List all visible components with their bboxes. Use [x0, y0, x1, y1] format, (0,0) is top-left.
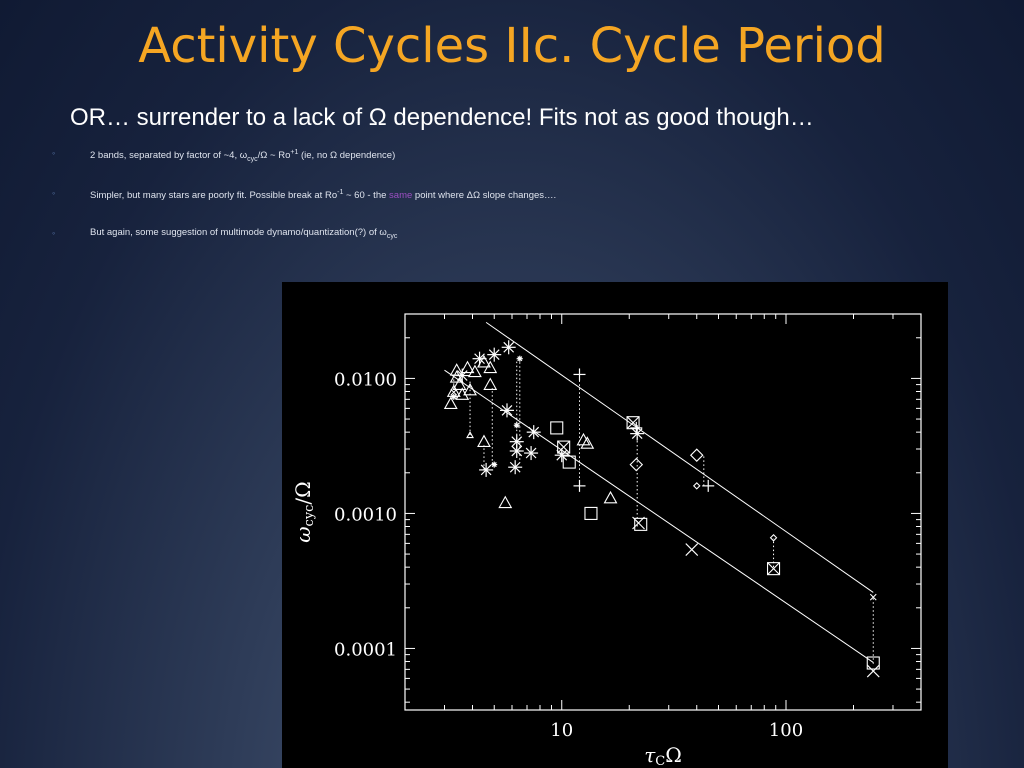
star-marker: [501, 340, 516, 355]
small-star-marker: [491, 461, 498, 468]
triangle-marker: [483, 377, 498, 390]
square-marker: [626, 416, 640, 430]
fit-line: [485, 321, 874, 593]
small-x-marker: [450, 388, 458, 396]
x-marker: [685, 543, 699, 556]
star-marker: [509, 434, 524, 449]
x-tick-label: 10: [550, 720, 573, 741]
plus-marker: [702, 479, 715, 492]
square-marker: [550, 421, 564, 435]
star-marker: [487, 347, 502, 362]
bullet-marker: ◦: [52, 188, 56, 198]
y-tick-label: 0.0001: [334, 639, 397, 660]
triangle-marker: [576, 432, 591, 446]
star-marker: [526, 425, 541, 440]
x-marker: [557, 440, 571, 454]
star-marker: [455, 368, 470, 383]
star-marker: [509, 444, 524, 459]
bullet-marker: ◦: [52, 228, 56, 238]
square-marker: [634, 517, 648, 531]
star-marker: [524, 446, 539, 461]
x-axis-label: τCΩ: [644, 743, 682, 768]
y-axis-label: ωcyc/Ω: [291, 481, 317, 543]
triangle-marker: [443, 396, 458, 410]
square-marker: [557, 440, 571, 454]
star-marker: [479, 462, 494, 477]
x-marker: [626, 416, 640, 430]
y-tick-label: 0.0010: [334, 504, 397, 525]
triangle-marker: [483, 360, 498, 374]
plus-marker: [573, 479, 586, 492]
triangle-marker: [460, 360, 475, 374]
triangle-marker: [452, 377, 467, 390]
fit-lines: [444, 321, 874, 663]
star-marker: [472, 351, 487, 366]
star-marker: [508, 460, 523, 475]
triangle-marker: [603, 490, 618, 504]
connector-lines: [453, 358, 874, 664]
small-star-marker: [513, 422, 520, 429]
chart-figure: 10 100 0.0001 0.0010 0.0100 τCΩ ωcyc/Ω: [282, 282, 948, 768]
axis-ticks: [404, 313, 922, 710]
square-marker: [866, 656, 880, 670]
small-star-marker: [516, 355, 523, 362]
bullet-text: Simpler, but many stars are poorly fit. …: [90, 189, 557, 202]
star-marker: [499, 403, 514, 418]
x-marker: [632, 516, 645, 530]
bullet-text: 2 bands, separated by factor of ~4, ωcyc…: [90, 149, 396, 164]
small-star-marker: [450, 393, 457, 400]
small-triangle-marker: [466, 431, 474, 439]
star-marker: [554, 448, 569, 463]
slide-subtitle: OR… surrender to a lack of Ω dependence!…: [70, 104, 814, 131]
diamond-marker: [629, 457, 644, 472]
triangle-marker: [477, 355, 491, 368]
plot-frame: [404, 313, 922, 711]
square-marker: [766, 562, 781, 576]
triangle-marker: [467, 364, 482, 378]
data-markers: [443, 340, 880, 678]
plus-marker: [630, 421, 643, 434]
plus-marker: [573, 368, 586, 381]
triangle-marker: [477, 434, 491, 448]
small-diamond-marker: [769, 534, 778, 542]
square-marker: [562, 455, 576, 469]
bullet-text: But again, some suggestion of multimode …: [90, 227, 398, 240]
diamond-marker: [689, 448, 704, 462]
triangle-marker: [455, 387, 470, 400]
small-x-marker: [869, 593, 877, 601]
bullet-marker: ◦: [52, 148, 56, 158]
triangle-marker: [449, 370, 464, 383]
scatter-plot: 10 100 0.0001 0.0010 0.0100 τCΩ ωcyc/Ω: [291, 313, 922, 768]
tick-labels: 10 100 0.0001 0.0010 0.0100: [334, 369, 803, 741]
small-diamond-marker: [692, 482, 701, 490]
fit-line: [444, 369, 874, 663]
x-marker: [767, 562, 780, 576]
y-tick-label: 0.0100: [334, 369, 397, 390]
star-marker: [630, 426, 645, 441]
triangle-marker: [463, 382, 477, 396]
slide-title: Activity Cycles IIc. Cycle Period: [138, 18, 886, 74]
x-marker: [866, 664, 880, 678]
triangle-marker: [580, 436, 595, 449]
triangle-marker: [498, 495, 513, 509]
x-tick-label: 100: [769, 720, 803, 741]
square-marker: [584, 506, 598, 520]
